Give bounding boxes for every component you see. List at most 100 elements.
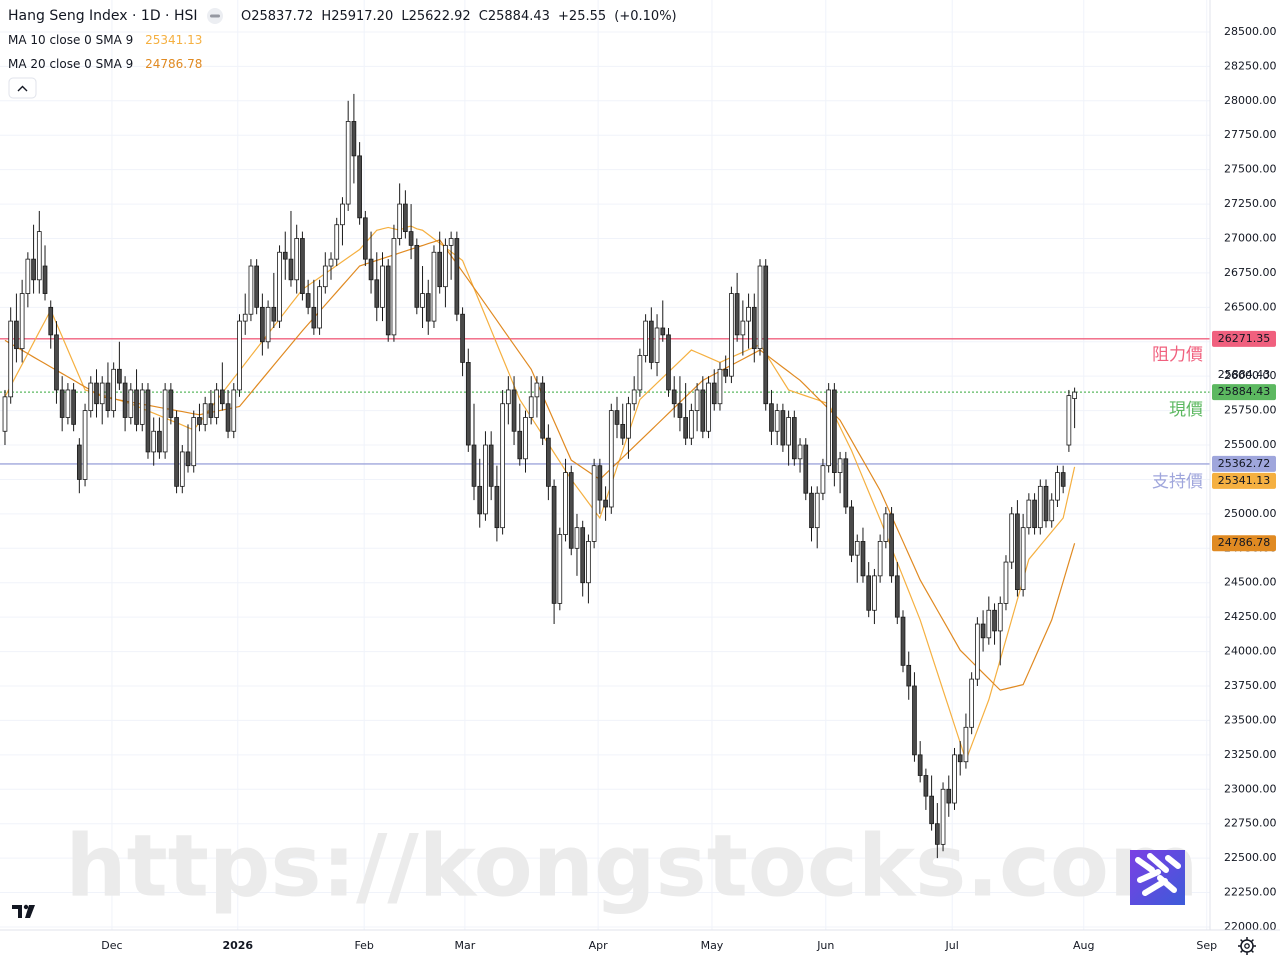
- candle-body: [975, 623, 980, 680]
- y-tick-label: 22000.00: [1224, 920, 1277, 933]
- candle-body: [99, 382, 105, 405]
- candle-body: [14, 320, 19, 350]
- candle-body: [820, 465, 826, 494]
- candle-body: [128, 389, 134, 418]
- candle-body: [586, 541, 591, 584]
- candle-body: [940, 788, 946, 845]
- level-label: 支持價: [1152, 472, 1203, 492]
- tv-logo[interactable]: [12, 904, 35, 918]
- candle-body: [157, 430, 162, 453]
- settings-icon[interactable]: [1238, 937, 1256, 955]
- ma-lines: [4, 225, 1076, 763]
- price-tag-bg: [1212, 384, 1276, 401]
- price-tags: 26271.35 25884.43 25362.72 25341.13 24786.78…: [1212, 330, 1276, 552]
- candle-body: [488, 444, 494, 487]
- candle-body: [311, 306, 317, 329]
- candle-body: [174, 417, 179, 487]
- candle-body: [505, 389, 511, 405]
- candle-body: [88, 382, 94, 412]
- candle-body: [191, 417, 197, 467]
- collapse-icon: [17, 85, 28, 92]
- price-tag: 25362.72: [1218, 457, 1271, 470]
- candle-body: [145, 389, 151, 453]
- candle-body: [454, 238, 460, 315]
- candle-body: [929, 795, 934, 825]
- candle-body: [523, 417, 528, 460]
- candle-body: [448, 238, 454, 246]
- y-tick-label: 24250.00: [1224, 610, 1277, 623]
- candle-body: [357, 155, 362, 219]
- candle-body: [31, 258, 36, 281]
- legend-value: 24786.78: [145, 57, 202, 71]
- gear-teeth: [1238, 937, 1256, 955]
- candle-body: [603, 499, 608, 508]
- candle-body: [248, 265, 254, 315]
- candle-body: [677, 403, 683, 418]
- y-tick-label: 22250.00: [1224, 886, 1277, 899]
- candle-body: [111, 368, 117, 412]
- y-tick-label: 25750.00: [1224, 404, 1277, 417]
- legend-name: MA 10 close 0 SMA 9: [8, 33, 133, 47]
- candle-body: [71, 389, 76, 425]
- candle-body: [534, 382, 540, 398]
- candle-body: [757, 265, 763, 350]
- candle-body: [969, 678, 974, 728]
- candle-body: [305, 293, 311, 308]
- candle-body: [408, 231, 414, 246]
- candle-body: [1037, 485, 1043, 529]
- candle-body: [328, 258, 334, 267]
- price-tag: 24786.78: [1218, 536, 1271, 549]
- candle-body: [54, 334, 59, 391]
- candle-body: [866, 575, 872, 611]
- candle-body: [282, 251, 288, 260]
- candle-body: [477, 485, 483, 515]
- candle-body: [437, 251, 443, 288]
- candle-body: [843, 458, 849, 508]
- candle-body: [791, 417, 797, 460]
- candle-body: [345, 121, 351, 205]
- candle-body: [952, 754, 957, 804]
- candle-body: [139, 389, 145, 425]
- logo-part: [12, 905, 22, 918]
- x-tick-label: Jul: [945, 939, 959, 952]
- price-tag: 26271.35: [1218, 332, 1271, 345]
- candle-body: [162, 389, 168, 453]
- candle-body: [208, 403, 214, 418]
- candle-body: [694, 389, 700, 412]
- x-tick-label: Feb: [354, 939, 373, 952]
- candle-body: [8, 320, 14, 398]
- level-label: 阻力價: [1152, 345, 1203, 365]
- logo-part: [25, 905, 35, 918]
- ma20-legend[interactable]: MA 20 close 0 SMA 9 24786.78: [8, 57, 202, 71]
- candle-body: [231, 389, 237, 432]
- symbol-title[interactable]: Hang Seng Index · 1D · HSI: [8, 8, 198, 24]
- collapse-button[interactable]: [8, 77, 37, 99]
- candle-body: [923, 775, 929, 797]
- candle-body: [334, 224, 340, 260]
- levels: [0, 338, 1210, 465]
- candle-body: [168, 389, 174, 418]
- x-tick-label: May: [701, 939, 724, 952]
- price-tag: 25341.13: [1218, 474, 1271, 487]
- candle-body: [643, 320, 648, 356]
- candle-body: [912, 685, 917, 756]
- y-tick-label: 25000.00: [1224, 507, 1277, 520]
- candle-body: [59, 389, 65, 418]
- price-tag-bg: [1212, 535, 1276, 552]
- ma10-legend[interactable]: MA 10 close 0 SMA 9 25341.13: [8, 33, 202, 47]
- candle-body: [986, 609, 992, 639]
- y-tick-label: 27500.00: [1224, 163, 1277, 176]
- y-tick-label: 27750.00: [1224, 128, 1277, 141]
- candle-body: [992, 609, 997, 632]
- candle-body: [591, 465, 597, 542]
- candle-body: [837, 458, 843, 473]
- candle-body: [626, 403, 631, 439]
- candle-body: [786, 417, 791, 446]
- candle-body: [460, 313, 465, 363]
- candle-body: [683, 417, 688, 439]
- candle-body: [917, 754, 923, 776]
- x-tick-label: Aug: [1073, 939, 1094, 952]
